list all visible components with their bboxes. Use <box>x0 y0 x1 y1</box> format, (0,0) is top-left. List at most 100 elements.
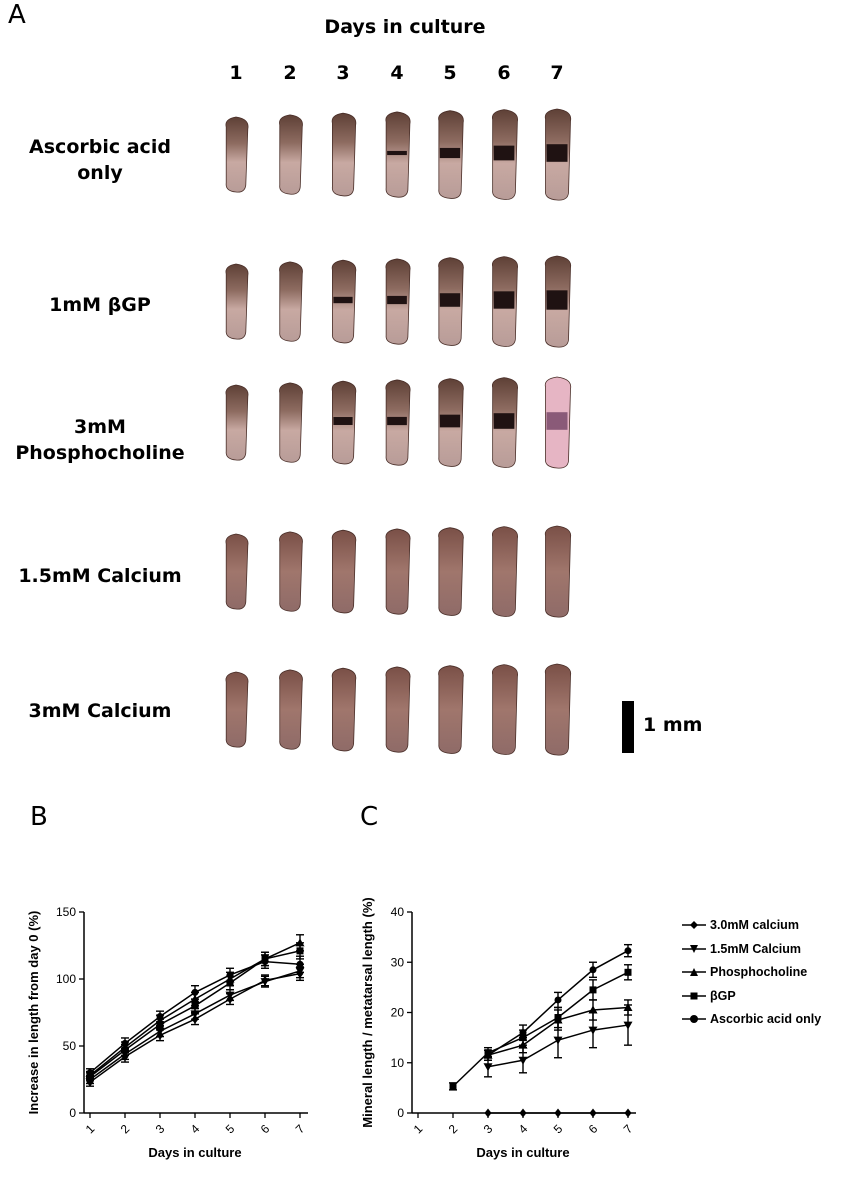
data-point <box>261 975 269 985</box>
metatarsal-photo <box>385 666 411 753</box>
metatarsal-photo <box>438 665 464 754</box>
metatarsal-shape <box>331 529 357 614</box>
legend-square-marker <box>682 992 706 999</box>
y-tick-label: 50 <box>63 1039 77 1053</box>
data-point <box>588 1005 598 1014</box>
data-point <box>261 955 269 963</box>
series-line <box>487 950 629 1056</box>
data-point <box>588 1026 598 1035</box>
metatarsal-photo <box>385 379 411 466</box>
row-label-phosphocholine: 3mM Phosphocholine <box>15 416 185 464</box>
metatarsal-shape <box>279 669 303 750</box>
data-point <box>554 996 562 1004</box>
x-tick-label: 1 <box>83 1121 98 1136</box>
data-point <box>86 1073 94 1081</box>
y-tick-label: 0 <box>69 1106 76 1120</box>
metatarsal-shape <box>331 112 357 197</box>
data-point <box>449 1082 457 1090</box>
chart-c-legend: 3.0mM calcium 1.5mM Calcium Phosphocholi… <box>682 916 821 1034</box>
data-point <box>261 958 269 966</box>
data-point <box>519 1029 527 1037</box>
y-axis-label: Increase in length from day 0 (%) <box>26 911 41 1115</box>
metatarsal-shape <box>385 666 411 753</box>
metatarsal-photo <box>225 533 249 610</box>
data-point <box>86 1069 94 1077</box>
metatarsal-photo <box>279 261 303 342</box>
metatarsal-photo-grid <box>225 108 572 756</box>
metatarsal-shape <box>225 116 249 193</box>
metatarsal-photo <box>225 263 249 340</box>
metatarsal-photo <box>491 526 518 617</box>
metatarsal-shape <box>438 527 464 616</box>
metatarsal-photo <box>491 109 518 200</box>
series-line <box>487 1006 629 1056</box>
x-axis-label: Days in culture <box>148 1145 241 1160</box>
data-point <box>121 1052 129 1062</box>
metatarsal-photo <box>544 108 572 201</box>
data-point <box>225 974 235 983</box>
metatarsal-shape <box>491 526 518 617</box>
data-point <box>190 1010 200 1019</box>
x-tick-label: 4 <box>188 1121 203 1136</box>
day-label-2: 2 <box>283 62 297 84</box>
y-tick-label: 10 <box>391 1056 405 1070</box>
metatarsal-photo <box>544 376 572 469</box>
x-tick-label: 6 <box>258 1121 273 1136</box>
data-point <box>190 994 200 1003</box>
data-point <box>484 1108 492 1118</box>
metatarsal-photo <box>385 528 411 615</box>
x-tick-label: 7 <box>293 1121 308 1136</box>
y-tick-label: 40 <box>391 905 405 919</box>
data-point <box>624 947 632 955</box>
metatarsal-shape <box>331 667 357 752</box>
data-point <box>296 960 304 968</box>
metatarsal-photo <box>225 116 249 193</box>
y-tick-label: 100 <box>56 972 76 986</box>
metatarsal-photo <box>279 531 303 612</box>
metatarsal-photo <box>438 257 464 346</box>
data-point <box>519 1034 527 1042</box>
metatarsal-shape <box>438 665 464 754</box>
data-point <box>553 1015 563 1024</box>
series-line <box>452 971 629 1087</box>
data-point <box>85 1076 95 1084</box>
data-point <box>191 1002 199 1010</box>
x-tick-label: 7 <box>621 1121 636 1136</box>
legend-label: βGP <box>710 988 736 1003</box>
data-point <box>623 1021 633 1030</box>
day-label-4: 4 <box>390 62 404 84</box>
x-tick-label: 2 <box>118 1121 133 1136</box>
days-in-culture-heading: Days in culture <box>324 16 486 38</box>
series-line <box>89 942 301 1077</box>
day-label-7: 7 <box>550 62 564 84</box>
legend-circle-marker <box>682 1015 706 1023</box>
legend-item: 3.0mM calcium <box>682 916 821 940</box>
scale-bar <box>622 701 634 753</box>
data-point <box>518 1056 528 1065</box>
mineralised-region <box>546 144 568 162</box>
metatarsal-shape <box>225 671 249 748</box>
data-point <box>86 1077 94 1087</box>
metatarsal-photo <box>544 255 572 348</box>
metatarsal-photo <box>331 667 357 752</box>
metatarsal-photo <box>385 111 411 198</box>
mineralised-region <box>439 414 461 428</box>
data-point <box>191 988 199 996</box>
legend-label: 3.0mM calcium <box>710 918 799 932</box>
metatarsal-photo <box>544 663 572 756</box>
y-tick-label: 150 <box>56 905 76 919</box>
data-point <box>121 1039 129 1047</box>
legend-diamond-marker <box>682 921 706 929</box>
mineralised-region <box>439 147 461 159</box>
legend-item: βGP <box>682 987 821 1011</box>
data-point <box>225 991 235 1000</box>
legend-item: Ascorbic acid only <box>682 1010 821 1034</box>
data-point <box>155 1027 165 1036</box>
x-tick-label: 6 <box>586 1121 601 1136</box>
x-tick-label: 2 <box>446 1121 461 1136</box>
row-label-1mm-bgp: 1mM βGP <box>49 294 151 316</box>
metatarsal-photo <box>491 377 518 468</box>
row-label-ascorbic-acid: Ascorbic acid only <box>29 136 171 184</box>
data-point <box>191 1014 199 1024</box>
metatarsal-shape <box>279 261 303 342</box>
